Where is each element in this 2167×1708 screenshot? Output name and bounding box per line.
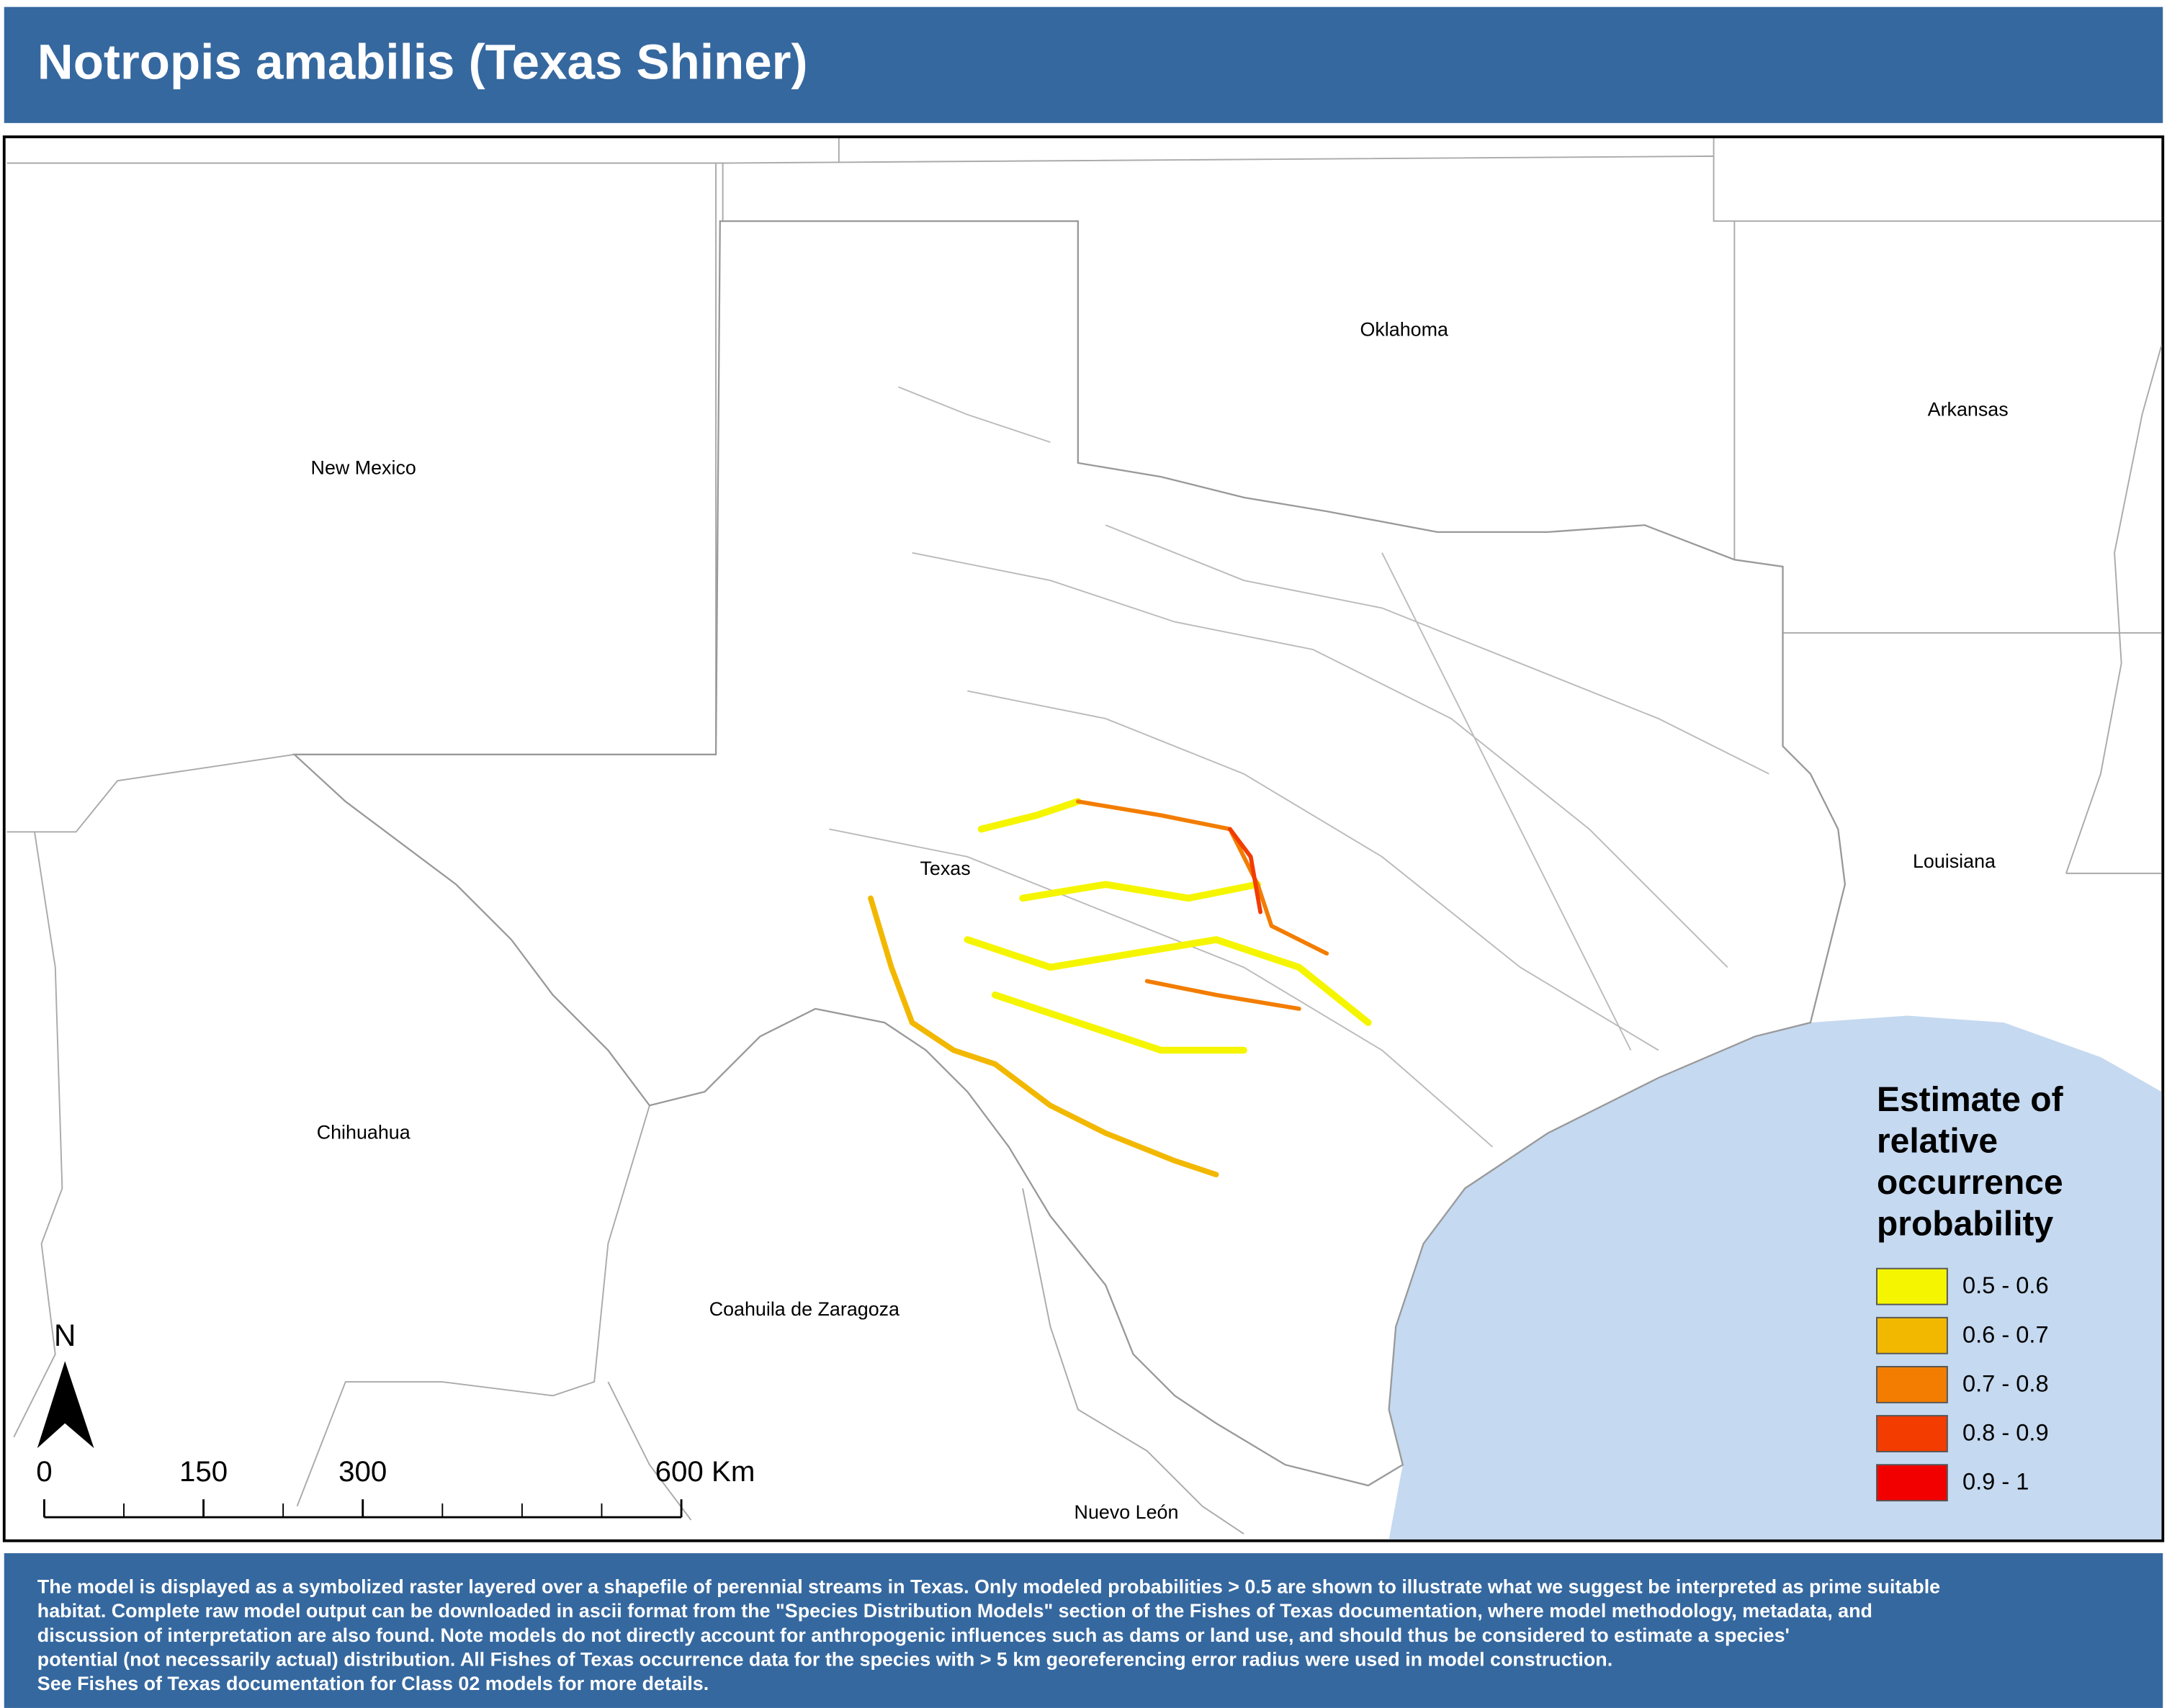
- legend-swatch: [1876, 1365, 1948, 1403]
- north-label: N: [54, 1318, 76, 1352]
- header-bar: [4, 6, 2163, 123]
- legend-label: 0.6 - 0.7: [1962, 1321, 2049, 1347]
- legend-label: 0.8 - 0.9: [1962, 1419, 2049, 1446]
- scale-bar: N 0 150 300 600 Km: [36, 1318, 755, 1519]
- footer-line: discussion of interpretation are also fo…: [37, 1624, 1790, 1646]
- legend-label: 0.7 - 0.8: [1962, 1370, 2049, 1396]
- title: Notropis amabilis (Texas Shiner): [37, 33, 808, 89]
- place-label: New Mexico: [311, 457, 416, 478]
- footer-line: See Fishes of Texas documentation for Cl…: [37, 1673, 709, 1694]
- place-label: Arkansas: [1928, 399, 2009, 421]
- legend: Estimate of relativeoccurrenceprobability…: [1876, 1081, 2064, 1502]
- legend-swatch: [1876, 1267, 1948, 1305]
- legend-swatch: [1876, 1316, 1948, 1354]
- legend-title: relative: [1877, 1123, 1998, 1161]
- legend-title: occurrence: [1877, 1164, 2063, 1202]
- place-labels: New Mexico Oklahoma Arkansas Louisiana Texas…: [311, 318, 2009, 1523]
- legend-title: Estimate of: [1877, 1081, 2064, 1119]
- scale-label: 600 Km: [655, 1455, 755, 1488]
- legend-label: 0.5 - 0.6: [1962, 1272, 2049, 1298]
- north-arrow: [37, 1361, 94, 1449]
- legend-swatch: [1876, 1464, 1948, 1502]
- footer-bar: [4, 1553, 2163, 1708]
- place-label: Chihuahua: [317, 1121, 410, 1143]
- place-label: Oklahoma: [1360, 318, 1448, 340]
- legend-title: probability: [1877, 1205, 2054, 1244]
- map-frame: [2, 135, 2165, 1542]
- footer-line: The model is displayed as a symbolized r…: [37, 1576, 1940, 1598]
- legend-swatch: [1876, 1415, 1948, 1452]
- place-label: Texas: [920, 858, 971, 879]
- legend-label: 0.9 - 1: [1962, 1468, 2029, 1495]
- footer-line: potential (not necessarily actual) distr…: [37, 1648, 1612, 1670]
- footer-line: habitat. Complete raw model output can b…: [37, 1600, 1872, 1622]
- scale-label: 150: [179, 1455, 228, 1488]
- place-label: Coahuila de Zaragoza: [709, 1298, 899, 1320]
- place-label: Nuevo León: [1074, 1501, 1179, 1523]
- footer: The model is displayed as a symbolized r…: [37, 1576, 1940, 1694]
- place-label: Louisiana: [1913, 850, 1996, 872]
- scale-label: 0: [36, 1455, 52, 1488]
- scale-label: 300: [338, 1455, 387, 1488]
